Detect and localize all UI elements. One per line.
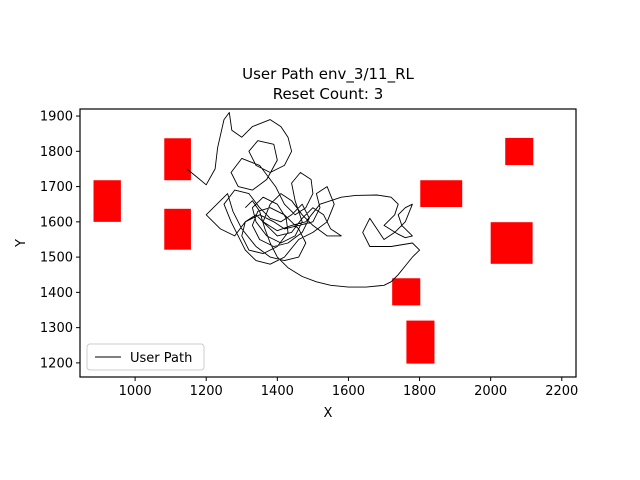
y-axis-label: Y <box>14 239 29 248</box>
y-tick-label: 1500 <box>40 251 73 266</box>
x-tick-label: 1400 <box>261 384 294 399</box>
obstacle-1 <box>93 180 121 222</box>
x-axis-label: X <box>324 406 333 421</box>
obstacle-8 <box>406 320 435 364</box>
obstacle-6 <box>490 222 533 264</box>
y-tick-label: 1800 <box>40 145 73 160</box>
y-tick-label: 1400 <box>40 286 73 301</box>
legend: User Path <box>86 343 205 371</box>
series-line-1 <box>186 112 421 288</box>
obstacle-3 <box>164 208 191 250</box>
y-tick-label: 1700 <box>40 180 73 195</box>
y-tick-label: 1200 <box>40 356 73 371</box>
x-tick-label: 1600 <box>332 384 365 399</box>
obstacle-4 <box>420 180 463 208</box>
x-tick-label: 1800 <box>403 384 436 399</box>
y-tick-label: 1300 <box>40 321 73 336</box>
y-tick-label: 1900 <box>40 110 73 125</box>
obstacles-layer <box>93 137 534 364</box>
y-tick-label: 1600 <box>40 215 73 230</box>
x-ticks: 1000 1200 1400 1600 1800 2000 2200 <box>119 377 578 399</box>
x-tick-label: 1000 <box>119 384 152 399</box>
obstacle-2 <box>164 138 191 181</box>
x-tick-label: 1200 <box>190 384 223 399</box>
x-tick-label: 2200 <box>545 384 578 399</box>
path-layer <box>186 112 421 288</box>
y-ticks: 1200 1300 1400 1500 1600 1700 1800 1900 <box>40 110 80 371</box>
x-tick-label: 2000 <box>474 384 507 399</box>
plot-frame <box>79 108 577 378</box>
legend-label: User Path <box>130 351 192 366</box>
chart-title: User Path env_3/11_RL <box>242 65 414 84</box>
legend-box <box>86 343 205 371</box>
chart-subtitle: Reset Count: 3 <box>273 85 384 103</box>
obstacle-5 <box>505 137 534 166</box>
obstacle-7 <box>392 278 421 306</box>
